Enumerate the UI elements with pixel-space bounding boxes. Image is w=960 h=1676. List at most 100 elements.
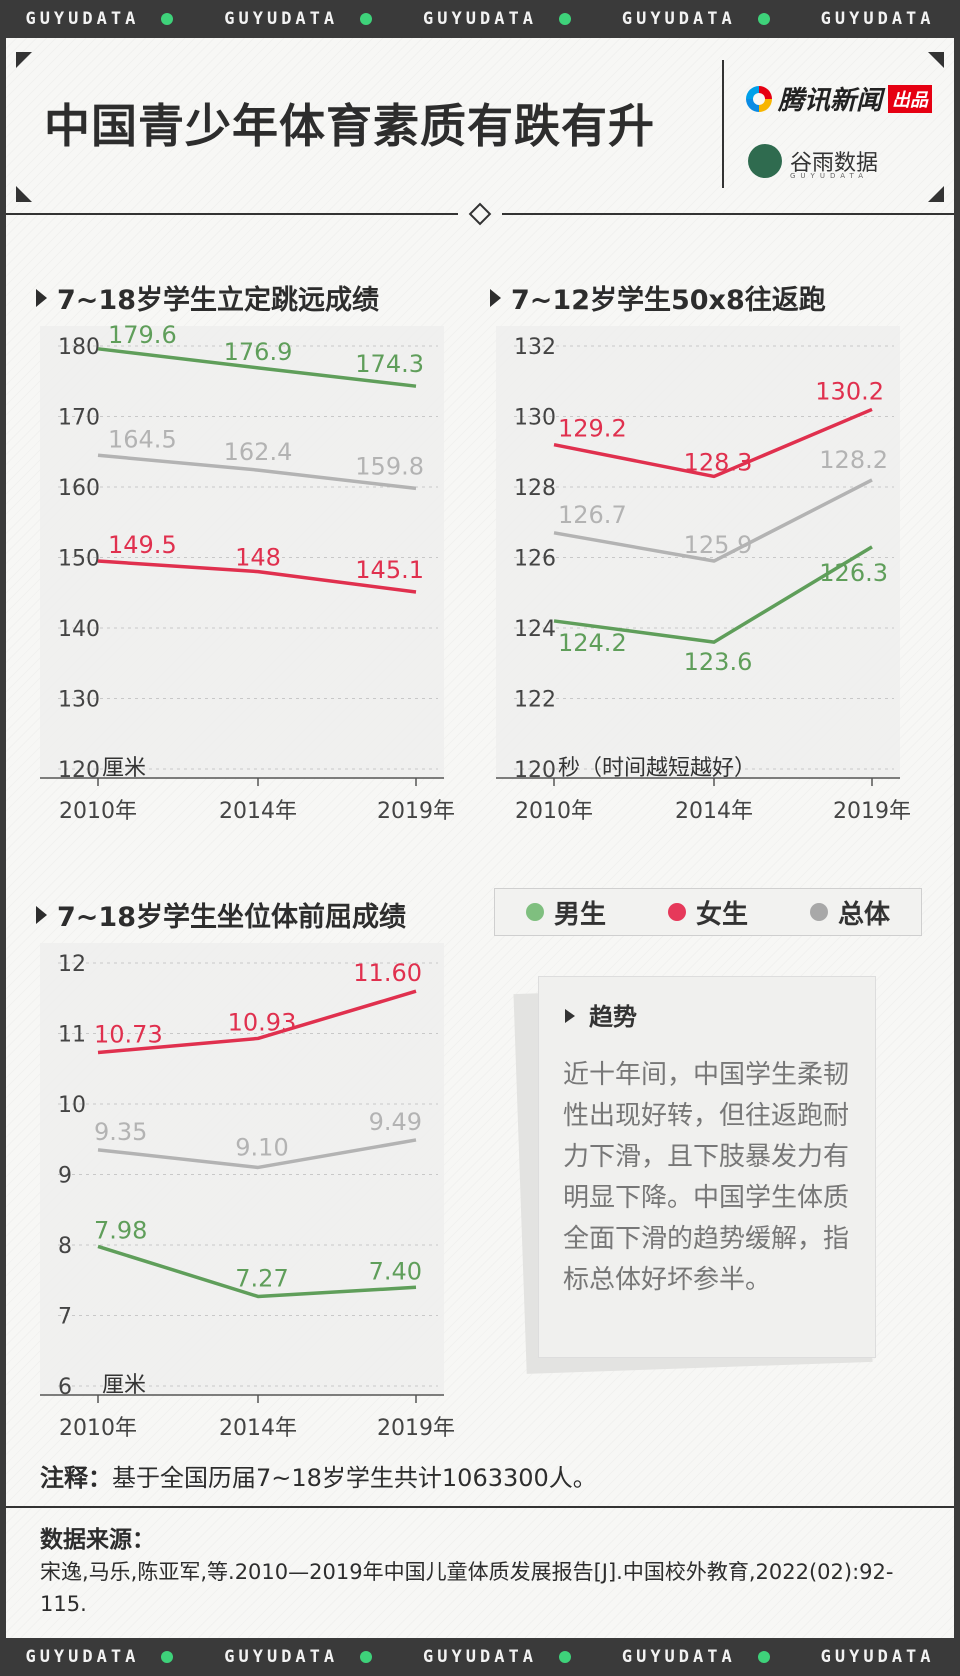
chart-title-text: 7~18岁学生坐位体前屈成绩 bbox=[57, 902, 406, 933]
guyu-logo-subtitle: GUYUDATA bbox=[790, 172, 868, 180]
guyu-bird-icon bbox=[748, 144, 782, 178]
trend-card: 趋势 近十年间，中国学生柔韧性出现好转，但往返跑耐力下滑，且下肢暴发力有明显下降… bbox=[538, 976, 876, 1358]
series-line-male bbox=[97, 347, 417, 388]
chart-title-sit-and-reach: 7~18岁学生坐位体前屈成绩 bbox=[36, 895, 406, 934]
page-title: 中国青少年体育素质有跌有升 bbox=[44, 99, 655, 153]
x-tick-label: 2010年 bbox=[59, 799, 137, 824]
series-line-female bbox=[97, 559, 417, 594]
y-tick-label: 170 bbox=[58, 406, 100, 431]
y-tick-label: 128 bbox=[514, 476, 556, 501]
data-label-female: 130.2 bbox=[815, 377, 884, 405]
data-label-male: 7.27 bbox=[235, 1264, 288, 1292]
triangle-bullet-icon bbox=[490, 289, 501, 307]
chart-title-shuttle-run: 7~12岁学生50x8往返跑 bbox=[490, 278, 826, 317]
legend-item-male: 男生 bbox=[525, 894, 606, 931]
y-tick-label: 130 bbox=[514, 406, 556, 431]
y-tick-label: 10 bbox=[58, 1093, 86, 1118]
guyu-logo-name: 谷雨数据 bbox=[790, 151, 879, 176]
banner-segment: GUYUDATA bbox=[423, 1647, 571, 1667]
banner-text: GUYUDATA bbox=[423, 9, 537, 29]
footnote-label: 注释： bbox=[40, 1464, 112, 1492]
y-tick-label: 122 bbox=[514, 688, 556, 713]
banner-segment: GUYUDATA bbox=[622, 1647, 770, 1667]
data-label-total: 128.2 bbox=[819, 446, 888, 474]
y-tick-label: 8 bbox=[58, 1234, 72, 1259]
banner-segment: GUYUDATA bbox=[821, 9, 935, 29]
chart-title-standing-long-jump: 7~18岁学生立定跳远成绩 bbox=[36, 278, 379, 317]
source-title: 数据来源： bbox=[40, 1527, 155, 1553]
tencent-news-logo: 腾讯新闻 出品 bbox=[746, 80, 933, 117]
series-line-total bbox=[97, 1138, 417, 1170]
legend-label-total: 总体 bbox=[837, 899, 890, 930]
plot-background bbox=[40, 943, 444, 1395]
legend-item-total: 总体 bbox=[809, 894, 890, 931]
corner-mark-top-left bbox=[16, 52, 32, 68]
banner-dot-icon bbox=[360, 13, 373, 25]
banner-dot-icon bbox=[558, 1651, 571, 1663]
x-tick-label: 2019年 bbox=[377, 1416, 455, 1441]
source-text: 宋逸,马乐,陈亚军,等.2010—2019年中国儿童体质发展报告[J].中国校外… bbox=[40, 1560, 894, 1616]
x-tick-label: 2010年 bbox=[59, 1416, 137, 1441]
trend-card-title-text: 趋势 bbox=[589, 1003, 637, 1031]
series-line-female bbox=[553, 407, 873, 479]
unit-label: 秒（时间越短越好） bbox=[558, 756, 756, 781]
footnote-rule bbox=[6, 1506, 954, 1508]
series-line-male bbox=[553, 545, 873, 644]
y-tick-label: 12 bbox=[58, 952, 86, 977]
y-tick-label: 6 bbox=[58, 1375, 72, 1400]
legend-label-male: 男生 bbox=[553, 899, 606, 930]
footnote-text: 基于全国历届7~18岁学生共计1063300人。 bbox=[112, 1464, 597, 1492]
sit-and-reach-chart: 6 7 8 9 10 11 12 厘米 2010年 2014年 2019年 10.73 10.93 11.… bbox=[40, 943, 455, 1441]
banner-dot-icon bbox=[161, 13, 174, 25]
bottom-brand-banner: GUYUDATA GUYUDATA GUYUDATA GUYUDATA GUYUDATA bbox=[0, 1638, 960, 1676]
banner-text: GUYUDATA bbox=[25, 1647, 140, 1667]
data-label-male: 174.3 bbox=[355, 350, 424, 378]
series-line-total bbox=[553, 478, 873, 563]
data-label-male: 179.6 bbox=[108, 321, 177, 349]
series-line-total bbox=[97, 453, 417, 491]
data-label-male: 176.9 bbox=[224, 338, 293, 366]
y-tick-label: 180 bbox=[58, 335, 100, 360]
data-label-female: 11.60 bbox=[353, 959, 422, 987]
data-label-total: 164.5 bbox=[108, 425, 177, 453]
y-tick-label: 132 bbox=[514, 335, 556, 360]
legend-item-female: 女生 bbox=[667, 894, 748, 931]
series-line-male bbox=[97, 1244, 417, 1299]
triangle-bullet-icon bbox=[565, 1009, 575, 1023]
tencent-logo-name: 腾讯新闻 bbox=[778, 86, 883, 116]
legend-label-female: 女生 bbox=[695, 899, 748, 930]
data-label-total: 159.8 bbox=[355, 452, 424, 480]
data-label-female: 10.93 bbox=[228, 1008, 297, 1036]
y-tick-label: 7 bbox=[58, 1305, 72, 1330]
triangle-bullet-icon bbox=[36, 906, 47, 924]
y-tick-label: 140 bbox=[58, 617, 100, 642]
corner-mark-bottom-right bbox=[928, 186, 944, 202]
banner-text: GUYUDATA bbox=[820, 1647, 935, 1667]
corner-mark-top-right bbox=[928, 52, 944, 68]
header-rule-right bbox=[502, 213, 954, 215]
title-divider bbox=[722, 60, 724, 188]
tencent-logo-tag: 出品 bbox=[888, 84, 933, 113]
banner-segment: GUYUDATA bbox=[821, 1647, 935, 1667]
footnote: 注释：基于全国历届7~18岁学生共计1063300人。 bbox=[40, 1458, 597, 1493]
banner-segment: GUYUDATA bbox=[224, 1647, 373, 1667]
banner-text: GUYUDATA bbox=[621, 1647, 736, 1667]
data-label-male: 7.98 bbox=[94, 1216, 147, 1244]
data-label-total: 125.9 bbox=[684, 531, 753, 559]
data-label-total: 9.10 bbox=[235, 1133, 288, 1161]
banner-text: GUYUDATA bbox=[423, 1647, 537, 1667]
banner-text: GUYUDATA bbox=[25, 9, 140, 29]
banner-segment: GUYUDATA bbox=[622, 9, 770, 29]
banner-segment: GUYUDATA bbox=[25, 9, 174, 29]
x-tick-label: 2010年 bbox=[515, 799, 593, 824]
shuttle-run-chart: 120 122 124 126 128 130 132 秒（时间越短越好） 2010年 2014年… bbox=[496, 326, 911, 824]
y-tick-label: 120 bbox=[514, 758, 556, 783]
triangle-bullet-icon bbox=[36, 289, 47, 307]
data-label-total: 162.4 bbox=[224, 438, 293, 466]
y-tick-label: 120 bbox=[58, 758, 100, 783]
banner-dot-icon bbox=[161, 1651, 174, 1663]
trend-card-title: 趋势 bbox=[565, 997, 637, 1032]
legend-dot-female-icon bbox=[667, 903, 686, 921]
chart-title-text: 7~12岁学生50x8往返跑 bbox=[511, 285, 826, 316]
data-label-total: 9.35 bbox=[94, 1118, 147, 1146]
